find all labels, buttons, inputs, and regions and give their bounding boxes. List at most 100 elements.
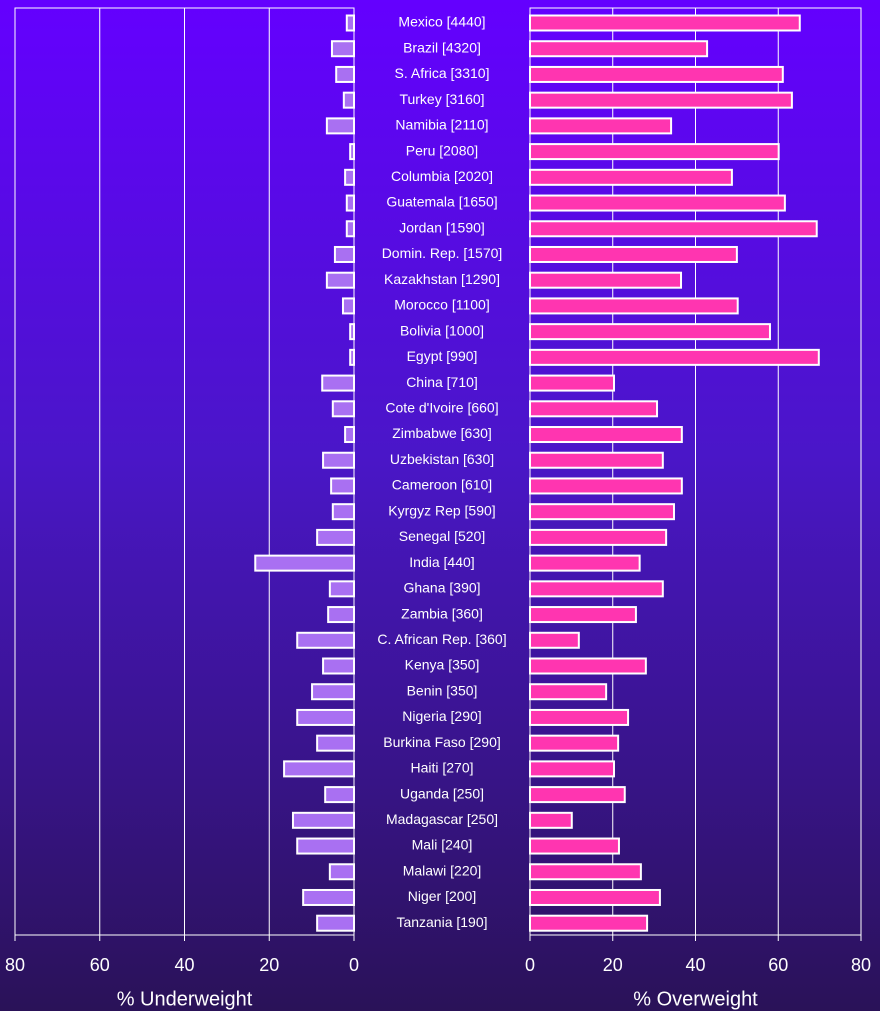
bar [328,580,356,598]
bar [529,194,786,212]
category-label: Senegal [520] [399,528,485,544]
bar [529,426,683,444]
bar [529,580,664,598]
bar [529,528,668,546]
x-tick-label: 60 [90,955,110,975]
bar [316,734,356,752]
category-label: Tanzania [190] [396,914,487,930]
bar [529,14,801,32]
bar [302,888,355,906]
bar [529,786,626,804]
bar [529,143,780,161]
category-label: India [440] [409,554,474,570]
bar [344,168,356,186]
bar [328,863,356,881]
bar [529,606,637,624]
bar [529,811,573,829]
bar [327,606,355,624]
bar [325,271,356,289]
x-tick-label: 0 [349,955,359,975]
x-tick-label: 60 [768,955,788,975]
category-label: Ghana [390] [403,580,480,596]
bar [529,271,683,289]
bar [330,477,355,495]
category-label: China [710] [406,374,478,390]
bar [331,503,355,521]
category-label: Guatemala [1650] [386,194,497,210]
bar [529,374,615,392]
category-label: Jordan [1590] [399,219,485,235]
bar [345,194,356,212]
bar [322,657,356,675]
bar [345,220,356,238]
bar [529,554,641,572]
category-label: Mexico [4440] [398,14,485,30]
bar [321,374,355,392]
bar [529,297,739,315]
category-label: Madagascar [250] [386,811,498,827]
x-tick-label: 20 [603,955,623,975]
bar [342,91,355,109]
category-label: Turkey [3160] [399,91,484,107]
category-label: Mali [240] [412,837,473,853]
bar [529,348,820,366]
bar [529,168,733,186]
bar [345,14,356,32]
bar [529,65,784,83]
bar [529,631,580,649]
bar [335,65,356,83]
bar [311,683,355,701]
x-tick-label: 20 [259,955,279,975]
bar [349,348,355,366]
bar [316,914,356,932]
category-label: Cameroon [610] [392,477,492,493]
category-label: Egypt [990] [407,348,478,364]
category-label: Kenya [350] [405,657,480,673]
bar [333,245,355,263]
category-label: Zambia [360] [401,605,483,621]
bar [529,837,620,855]
bar [344,426,356,444]
category-label: Zimbabwe [630] [392,425,492,441]
category-label: Niger [200] [408,888,476,904]
bar [529,91,793,109]
bar [330,40,355,58]
bar [529,40,709,58]
bar [529,451,664,469]
bar [291,811,356,829]
bar [325,117,356,135]
bar [529,323,771,341]
category-label: Bolivia [1000] [400,322,484,338]
bar [254,554,355,572]
x-tick-label: 80 [5,955,25,975]
x-tick-label: 80 [851,955,871,975]
bar [296,708,355,726]
bar [529,400,659,418]
category-label: Burkina Faso [290] [383,734,501,750]
x-tick-label: 40 [174,955,194,975]
bar [296,837,355,855]
bar [529,117,673,135]
bar [316,528,356,546]
category-label: Columbia [2020] [391,168,493,184]
bar [529,477,683,495]
category-label: Kyrgyz Rep [590] [388,502,495,518]
plot-frame [14,7,355,936]
bar [529,760,615,778]
bar [529,245,738,263]
bar [529,734,620,752]
category-label: Namibia [2110] [395,117,488,133]
bar [341,297,356,315]
category-label: Malawi [220] [403,862,482,878]
bar [283,760,355,778]
bar [331,400,355,418]
category-label: Nigeria [290] [402,708,481,724]
category-label: Kazakhstan [1290] [384,271,500,287]
category-label: Uzbekistan [630] [390,451,494,467]
bar [322,451,356,469]
bar [529,708,630,726]
bar [349,143,355,161]
category-label: Brazil [4320] [403,39,481,55]
